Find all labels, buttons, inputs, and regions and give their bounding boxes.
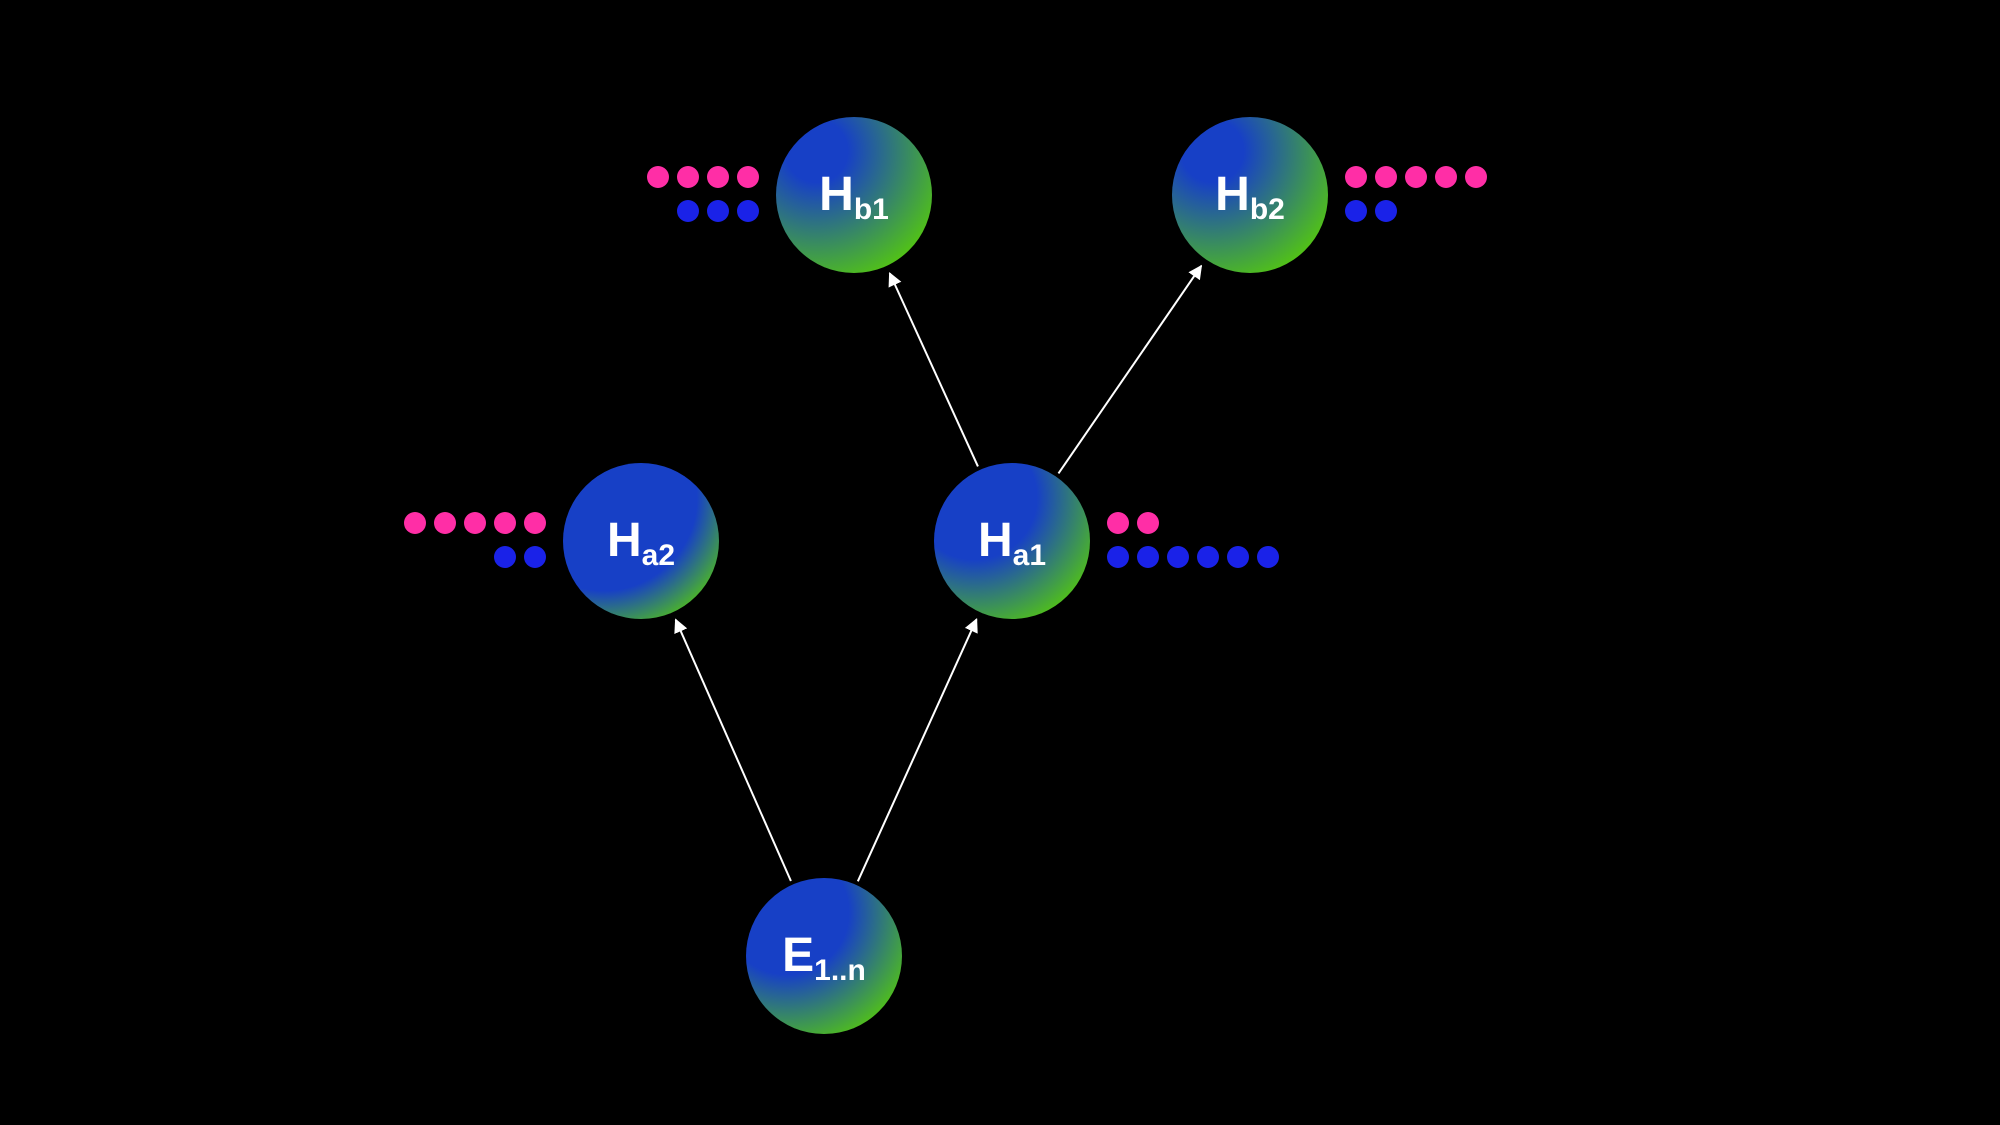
tally-dot-pink bbox=[1435, 166, 1457, 188]
edge-Ha1-Hb2 bbox=[1058, 266, 1201, 474]
edge-Ha1-Hb1 bbox=[890, 273, 978, 466]
node-Ha1: Ha1 bbox=[934, 463, 1090, 619]
tally-dot-blue bbox=[1375, 200, 1397, 222]
tally-dot-pink bbox=[707, 166, 729, 188]
tally-dot-pink bbox=[677, 166, 699, 188]
tally-dot-pink bbox=[494, 512, 516, 534]
diagram-canvas: E1..n Ha2 Ha1 Hb1 Hb2 bbox=[0, 0, 2000, 1125]
node-Ha2: Ha2 bbox=[563, 463, 719, 619]
node-Hb2: Hb2 bbox=[1172, 117, 1328, 273]
tally-dot-pink bbox=[737, 166, 759, 188]
node-E: E1..n bbox=[746, 878, 902, 1034]
tally-dot-pink bbox=[1465, 166, 1487, 188]
tally-dot-blue bbox=[1137, 546, 1159, 568]
tally-dot-blue bbox=[1197, 546, 1219, 568]
tally-dot-blue bbox=[1257, 546, 1279, 568]
tally-dot-pink bbox=[1375, 166, 1397, 188]
node-Hb1: Hb1 bbox=[776, 117, 932, 273]
tally-dot-pink bbox=[464, 512, 486, 534]
tally-dot-blue bbox=[1345, 200, 1367, 222]
tally-dot-blue bbox=[524, 546, 546, 568]
tally-dot-pink bbox=[1137, 512, 1159, 534]
tally-dot-blue bbox=[677, 200, 699, 222]
tally-dot-pink bbox=[1405, 166, 1427, 188]
tally-dot-pink bbox=[1107, 512, 1129, 534]
tally-dot-pink bbox=[404, 512, 426, 534]
tally-dot-blue bbox=[1227, 546, 1249, 568]
tally-dot-pink bbox=[1345, 166, 1367, 188]
tally-dot-blue bbox=[707, 200, 729, 222]
tally-dot-blue bbox=[494, 546, 516, 568]
tally-dot-blue bbox=[1167, 546, 1189, 568]
tally-dot-pink bbox=[524, 512, 546, 534]
tally-dot-blue bbox=[737, 200, 759, 222]
edge-E-Ha1 bbox=[858, 619, 977, 881]
tally-dot-pink bbox=[647, 166, 669, 188]
tally-dot-blue bbox=[1107, 546, 1129, 568]
tally-dot-pink bbox=[434, 512, 456, 534]
edge-E-Ha2 bbox=[676, 620, 791, 881]
